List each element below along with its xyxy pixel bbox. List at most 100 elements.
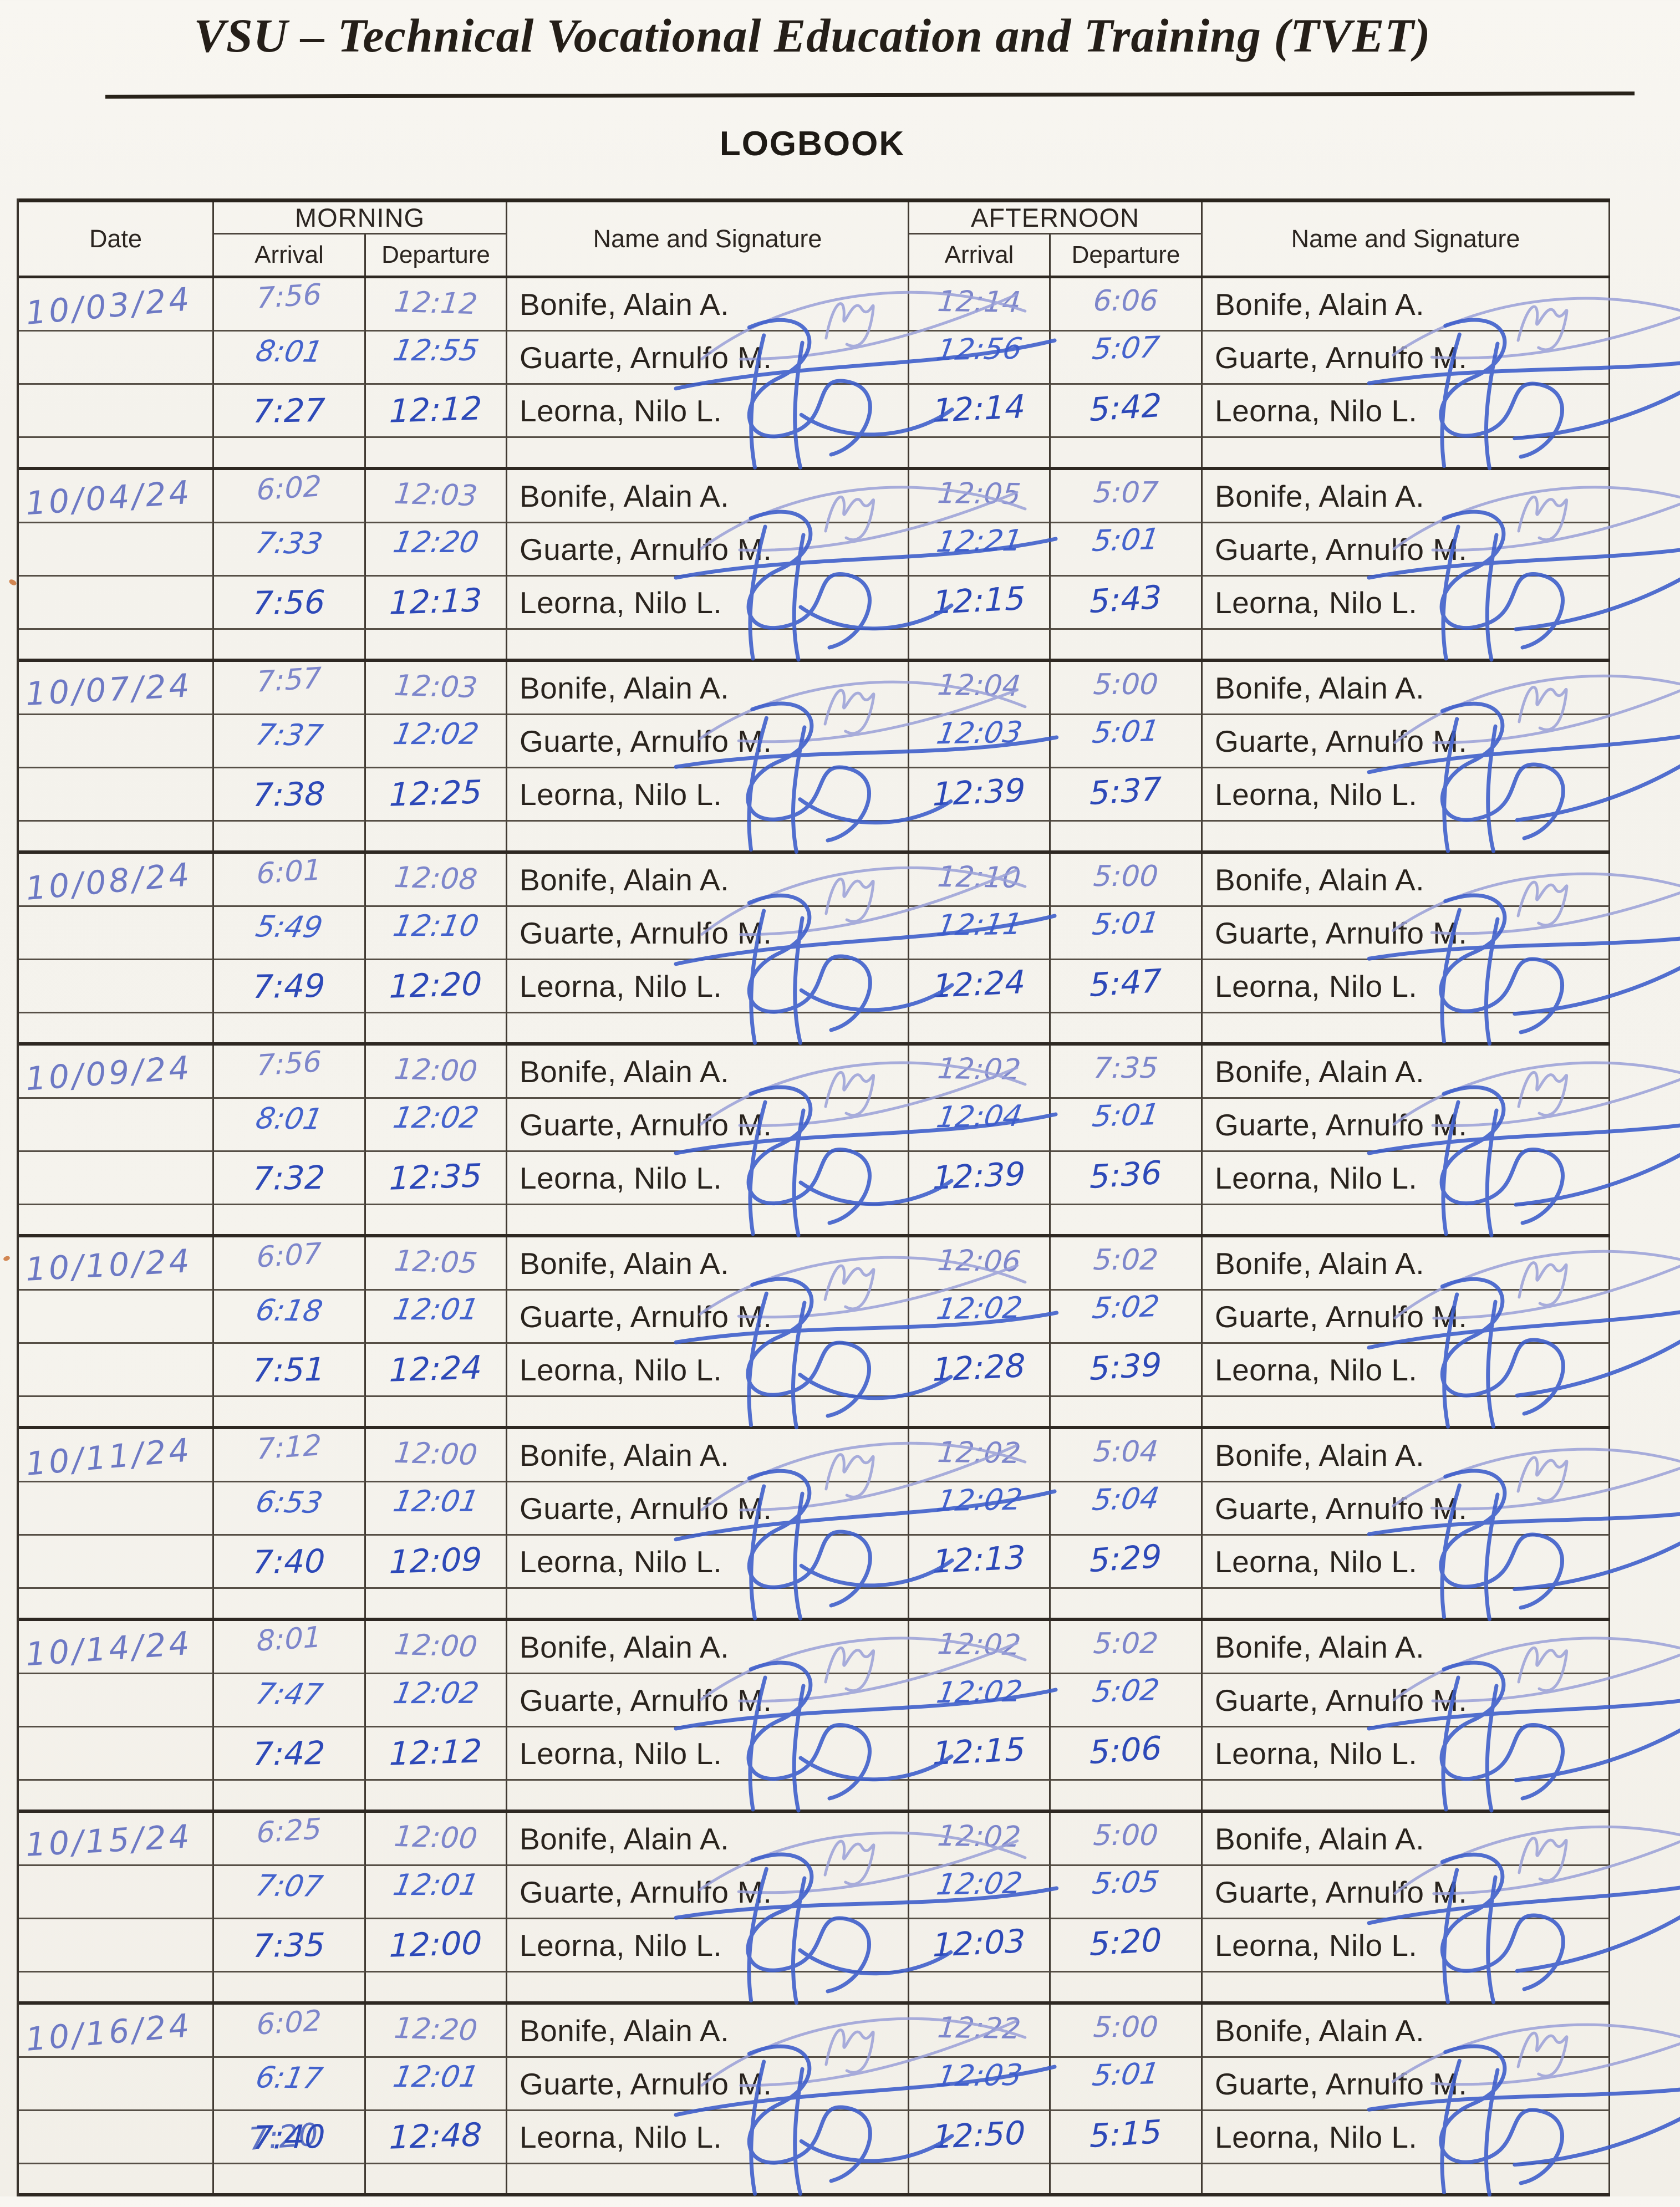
person-name: Bonife, Alain A. (520, 1629, 729, 1664)
person-name: Bonife, Alain A. (520, 862, 729, 897)
blank-row-cell (1203, 2164, 1610, 2193)
name-signature-cell-afternoon: Guarte, Arnulfo M. (1203, 1866, 1610, 1919)
blank-row-cell (214, 1781, 366, 1810)
afternoon-departure-cell: 5:00 (1051, 854, 1203, 907)
afternoon-departure-cell: 5:02 (1051, 1621, 1203, 1674)
afternoon-arrival-cell: 12:03 (909, 1919, 1051, 1972)
name-signature-cell-afternoon: Guarte, Arnulfo M. (1203, 715, 1610, 768)
afternoon-departure-cell: 5:47 (1051, 960, 1203, 1013)
date-block: 10/04/24 6:02 12:03 Bonife, Alain A. 12:05 5:… (19, 470, 1680, 662)
handwritten-time: 7:12 (256, 1428, 322, 1466)
afternoon-arrival-cell: 12:15 (909, 1727, 1051, 1781)
afternoon-departure-cell: 5:05 (1051, 1865, 1203, 1919)
morning-arrival-cell: 6:02 (214, 470, 366, 523)
morning-departure-cell: 12:25 (366, 768, 507, 822)
person-name: Leorna, Nilo L. (520, 1928, 722, 1963)
handwritten-time: 5:01 (1090, 906, 1162, 942)
handwritten-time: 7:33 (253, 526, 325, 561)
blank-row-cell (19, 1205, 214, 1234)
name-signature-cell-afternoon: Bonife, Alain A. (1203, 1046, 1610, 1099)
person-name: Guarte, Arnulfo M. (1215, 340, 1468, 375)
blank-row-cell (19, 630, 214, 659)
handwritten-time: 12:02 (390, 717, 481, 752)
person-name: Leorna, Nilo L. (1215, 777, 1418, 812)
name-signature-cell-morning: Leorna, Nilo L. (507, 385, 909, 438)
blank-row-cell (1203, 1781, 1610, 1810)
handwritten-date: 10/16/24 (24, 2006, 194, 2058)
handwritten-time: 5:02 (1092, 1627, 1159, 1660)
handwritten-time: 7:27 (252, 391, 326, 430)
header-name-signature-afternoon: Name and Signature (1203, 202, 1610, 276)
name-signature-cell-afternoon: Bonife, Alain A. (1203, 1429, 1610, 1482)
handwritten-time: 5:01 (1090, 714, 1162, 750)
handwritten-time: 12:10 (390, 909, 481, 944)
date-cell: 10/08/24 (19, 854, 214, 908)
blank-row-cell (1203, 630, 1610, 659)
morning-arrival-cell: 7:38 (214, 768, 366, 822)
person-name: Guarte, Arnulfo M. (1215, 1491, 1468, 1526)
name-signature-cell-afternoon: Bonife, Alain A. (1203, 1813, 1610, 1866)
handwritten-time: 12:14 (933, 387, 1026, 430)
blank-row-cell (1051, 1205, 1203, 1234)
afternoon-departure-cell: 5:29 (1051, 1536, 1203, 1589)
blank-row-cell (366, 1397, 507, 1426)
morning-arrival-cell: 7:47 (214, 1674, 366, 1727)
handwritten-time: 12:05 (393, 1244, 479, 1280)
morning-arrival-cell: 6:07 (214, 1237, 366, 1291)
handwritten-time: 12:55 (390, 333, 481, 368)
morning-arrival-cell: 6:17 (214, 2058, 366, 2111)
handwritten-time: 5:01 (1090, 2057, 1162, 2093)
name-signature-cell-morning: Leorna, Nilo L. (507, 1536, 909, 1589)
person-name: Bonife, Alain A. (1215, 1821, 1424, 1856)
person-name: Leorna, Nilo L. (1215, 393, 1418, 428)
date-cell: 10/09/24 (19, 1046, 214, 1099)
afternoon-departure-cell: 5:15 (1051, 2111, 1203, 2164)
handwritten-time: 12:15 (933, 579, 1026, 621)
handwritten-time: 5:05 (1090, 1865, 1162, 1901)
handwritten-time: 6:06 (1092, 284, 1159, 318)
handwritten-time: 12:03 (393, 669, 479, 705)
morning-departure-cell: 12:55 (366, 332, 507, 385)
blank-row-cell (366, 2164, 507, 2193)
blank-row-cell (507, 1589, 909, 1618)
date-cell (19, 1866, 214, 1919)
date-block: 10/09/24 7:56 12:00 Bonife, Alain A. 12:02 7:… (19, 1045, 1680, 1237)
afternoon-departure-cell: 5:02 (1051, 1673, 1203, 1727)
name-signature-cell-morning: Bonife, Alain A. (507, 1813, 909, 1866)
document-header: VSU – Technical Vocational Education and… (17, 8, 1608, 63)
handwritten-time: 5:15 (1089, 2112, 1163, 2155)
name-signature-cell-morning: Guarte, Arnulfo M. (507, 2058, 909, 2111)
handwritten-time: 7:42 (252, 1734, 326, 1773)
blank-row-cell (1203, 822, 1610, 850)
name-signature-cell-morning: Leorna, Nilo L. (507, 1727, 909, 1781)
handwritten-time: 12:08 (393, 860, 479, 896)
morning-arrival-cell: 7:40 (214, 1536, 366, 1589)
name-signature-cell-morning: Bonife, Alain A. (507, 1237, 909, 1291)
handwritten-time: 12:10 (936, 860, 1022, 895)
morning-arrival-cell: 7:27 (214, 385, 366, 438)
blank-row-cell (366, 1972, 507, 2001)
blank-row-cell (19, 1781, 214, 1810)
person-name: Guarte, Arnulfo M. (1215, 1683, 1468, 1717)
handwritten-time: 12:39 (933, 1154, 1026, 1197)
date-cell (19, 2111, 214, 2164)
blank-row-cell (19, 1397, 214, 1426)
person-name: Bonife, Alain A. (1215, 287, 1424, 322)
handwritten-time: 12:05 (936, 476, 1022, 511)
date-cell: 10/15/24 (19, 1813, 214, 1866)
header-name-signature-morning: Name and Signature (507, 202, 909, 276)
handwritten-time: 12:02 (390, 1100, 481, 1135)
handwritten-time: 12:25 (389, 772, 483, 814)
blank-row-cell (507, 1205, 909, 1234)
name-signature-cell-morning: Leorna, Nilo L. (507, 2111, 909, 2164)
handwritten-time: 7:56 (252, 583, 326, 622)
person-name: Bonife, Alain A. (520, 478, 729, 513)
scan-speck (8, 578, 18, 587)
blank-row-cell (1051, 630, 1203, 659)
afternoon-arrival-cell: 12:21 (909, 523, 1051, 577)
name-signature-cell-morning: Leorna, Nilo L. (507, 960, 909, 1013)
afternoon-arrival-cell: 12:24 (909, 960, 1051, 1013)
handwritten-time: 12:13 (389, 580, 483, 622)
header-afternoon-departure: Departure (1051, 235, 1203, 276)
person-name: Guarte, Arnulfo M. (520, 1683, 772, 1717)
